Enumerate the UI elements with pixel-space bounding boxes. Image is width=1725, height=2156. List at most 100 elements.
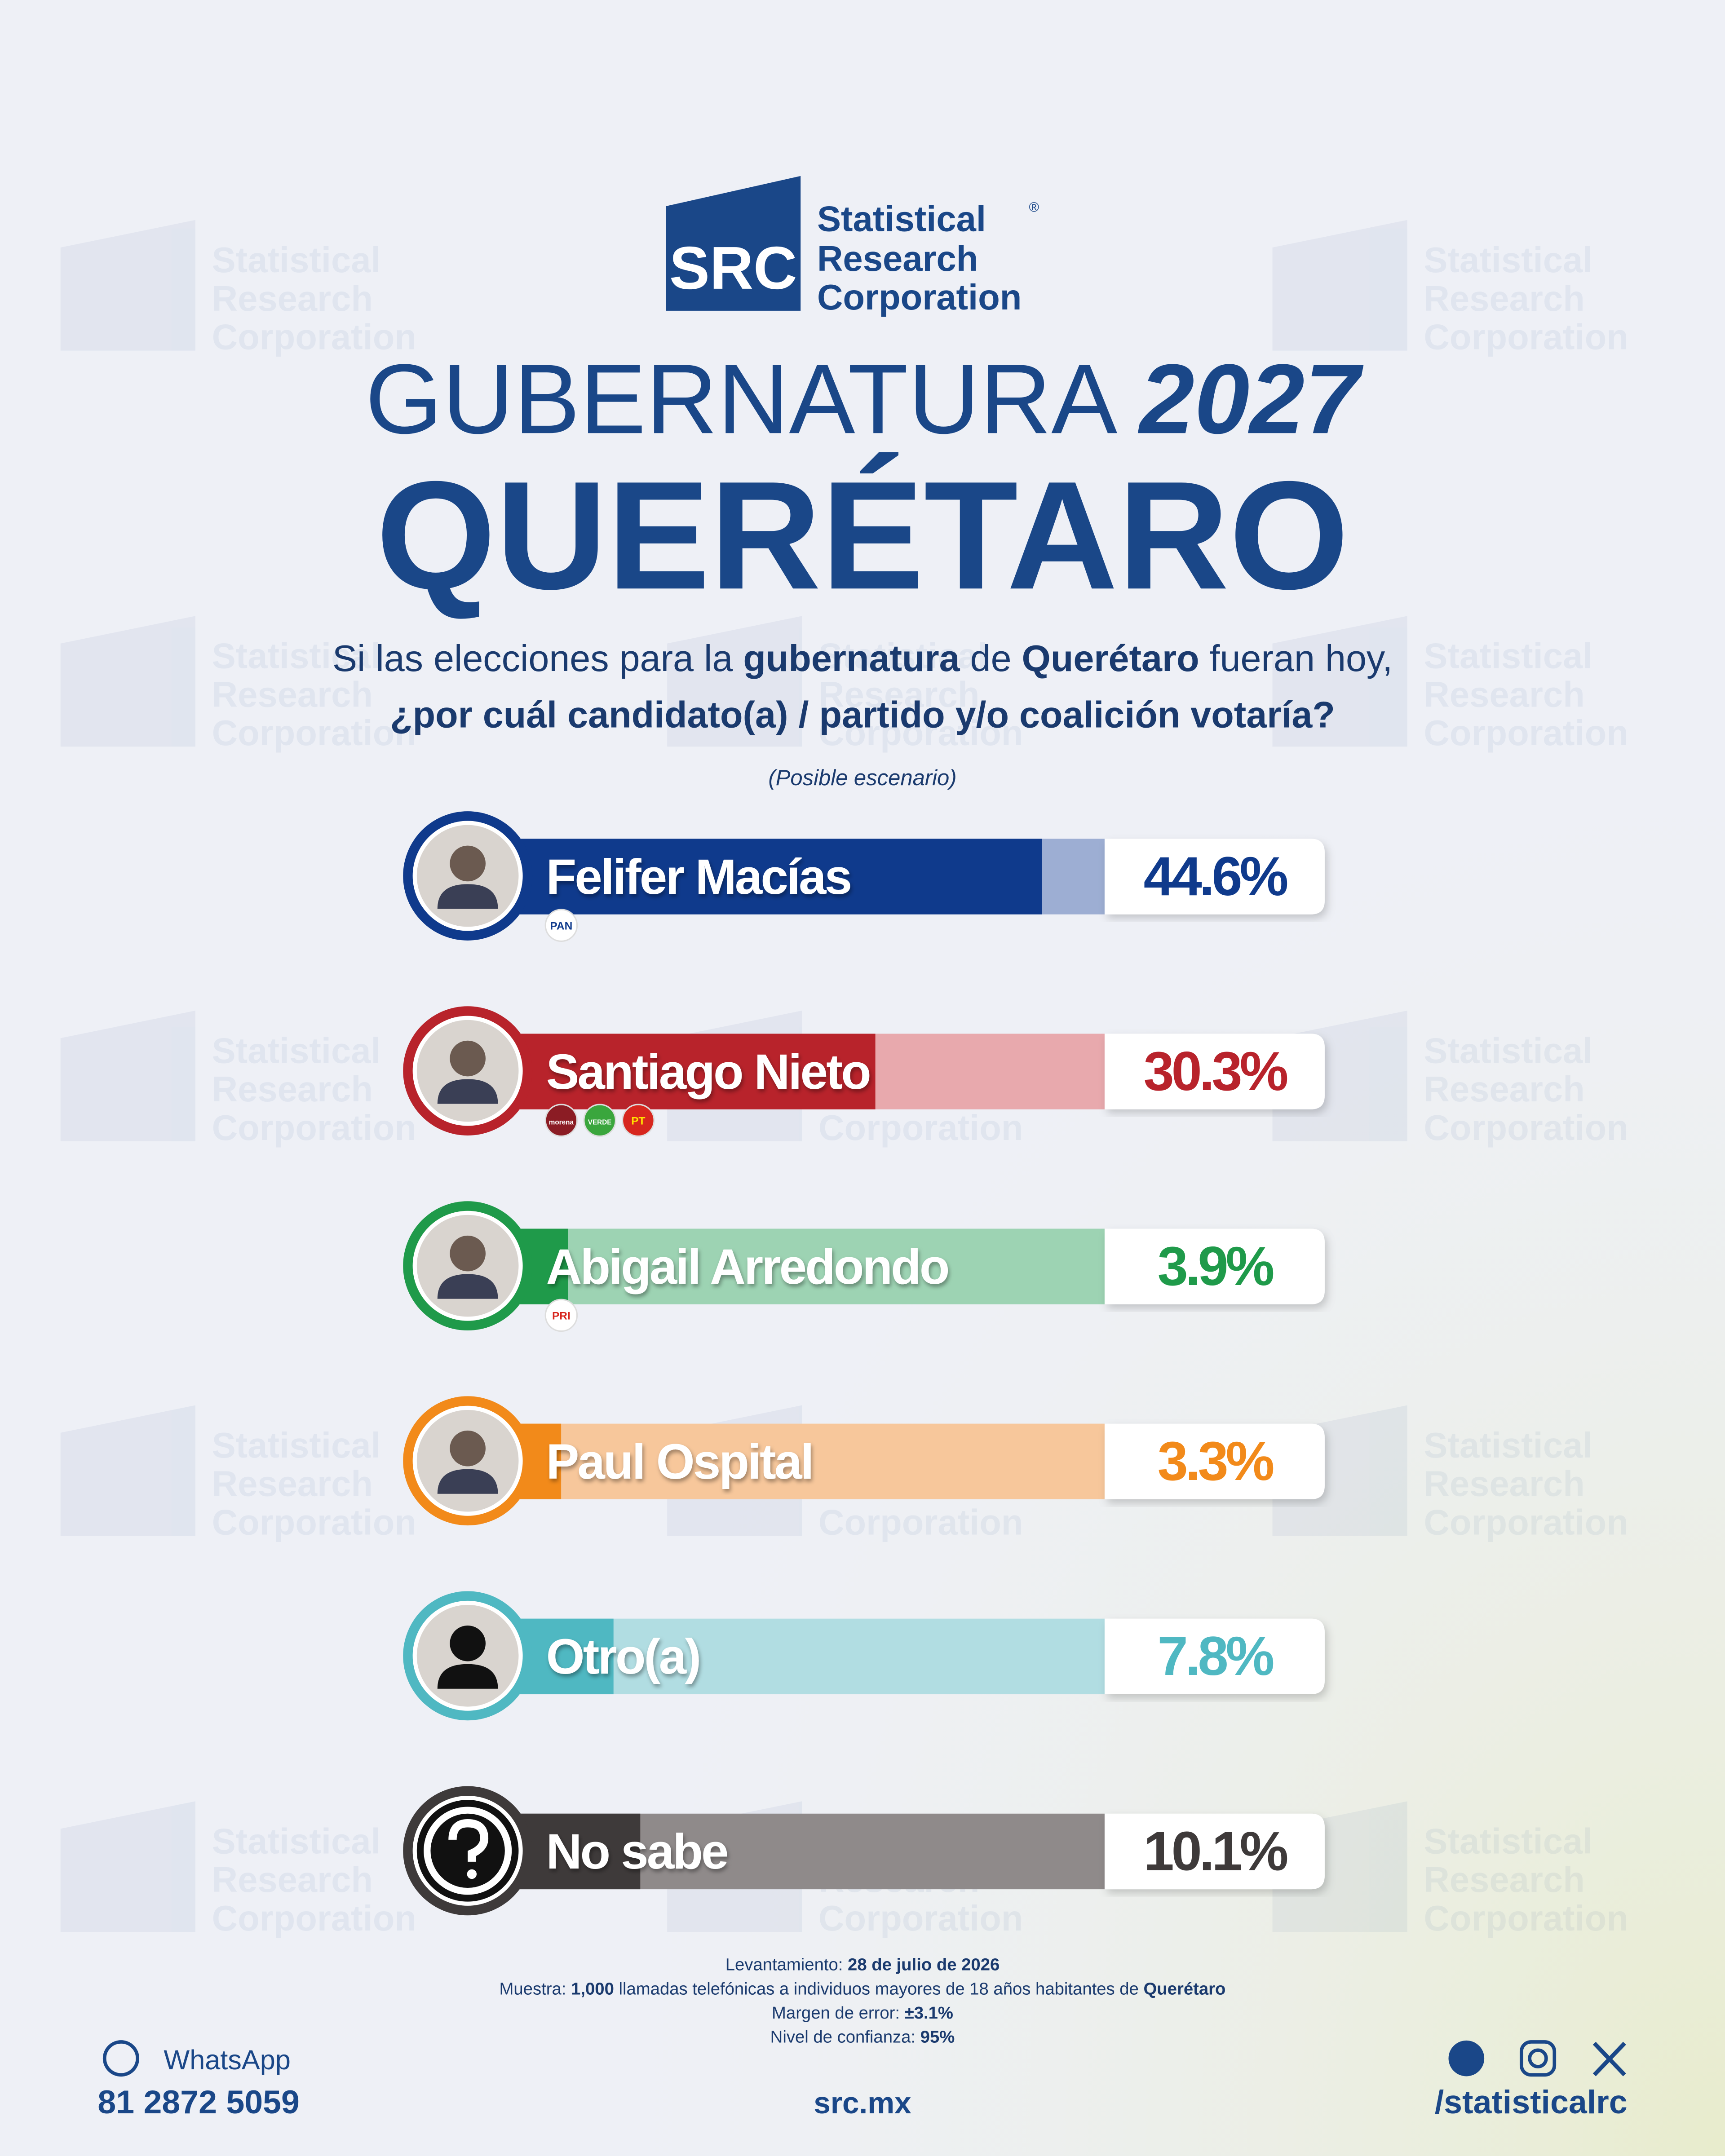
bar-track bbox=[468, 1228, 1105, 1304]
watermark-shape bbox=[60, 1405, 195, 1536]
logo-mark: SRC bbox=[669, 234, 797, 302]
social-handle: /statisticalrc bbox=[1435, 2083, 1628, 2121]
party-badge bbox=[583, 1104, 616, 1137]
text-segment: 28 de julio de 2026 bbox=[848, 1955, 1000, 1975]
text-segment: ¿por cuál candidato(a) / partido y/o coa… bbox=[390, 694, 1335, 735]
phone: 81 2872 5059 bbox=[97, 2083, 300, 2121]
category-label: Otro(a) bbox=[546, 1629, 700, 1684]
watermark-text: Corporation bbox=[1424, 713, 1628, 753]
value-label: 10.1% bbox=[1144, 1820, 1287, 1882]
rich-text: Margen de error: ±3.1% bbox=[772, 2003, 953, 2023]
watermark-text: Statistical bbox=[1424, 240, 1592, 280]
logo-shape bbox=[666, 176, 801, 311]
bars: 44.6% Felifer Macías PAN 30.3% Santiago Niet… bbox=[403, 811, 1325, 1916]
person-icon bbox=[437, 1274, 498, 1299]
text-segment: Margen de error: bbox=[772, 2003, 905, 2023]
person-icon bbox=[450, 1235, 486, 1272]
category-label: Abigail Arredondo bbox=[546, 1239, 948, 1294]
watermark-shape bbox=[1272, 616, 1407, 747]
watermark-text: Corporation bbox=[818, 1898, 1023, 1938]
watermark-text: Corporation bbox=[818, 1502, 1023, 1542]
value-label: 3.3% bbox=[1158, 1430, 1274, 1492]
category-label: Felifer Macías bbox=[546, 849, 851, 905]
text-segment: 1,000 bbox=[571, 1979, 614, 1998]
watermark-text: Statistical bbox=[1424, 636, 1592, 676]
person-icon bbox=[450, 1040, 486, 1077]
watermark-text: Research bbox=[212, 674, 373, 714]
watermark-text: Corporation bbox=[818, 1108, 1023, 1148]
whatsapp-label: WhatsApp bbox=[164, 2045, 290, 2075]
text-segment: Muestra: bbox=[500, 1979, 571, 1998]
watermark-text: Statistical bbox=[1424, 1425, 1592, 1465]
x-icon bbox=[1592, 2041, 1626, 2076]
title-text: GUBERNATURA bbox=[365, 343, 1117, 454]
watermark-text: Research bbox=[1424, 674, 1584, 714]
watermark-shape bbox=[60, 1011, 195, 1141]
party-label: PRI bbox=[552, 1310, 571, 1322]
instagram-icon bbox=[1528, 2048, 1548, 2068]
person-icon bbox=[437, 1079, 498, 1104]
watermark-text: Statistical bbox=[818, 636, 987, 676]
logo: SRC Statistical ® Research Corporation bbox=[666, 176, 1039, 317]
watermark-text: Corporation bbox=[1424, 317, 1628, 357]
bar bbox=[468, 1034, 876, 1109]
person-icon bbox=[450, 1430, 486, 1467]
watermark-shape bbox=[1272, 220, 1407, 351]
watermark-text: Research bbox=[818, 674, 979, 714]
text-segment: Nivel de confianza: bbox=[770, 2027, 920, 2046]
watermark-text: Statistical bbox=[212, 1821, 381, 1861]
watermark-text: Corporation bbox=[212, 1108, 416, 1148]
value-box bbox=[1104, 1813, 1325, 1890]
value-box bbox=[1104, 839, 1325, 915]
value-label: 3.9% bbox=[1158, 1235, 1274, 1297]
watermark-text: Corporation bbox=[1424, 1898, 1628, 1938]
watermark-text: Corporation bbox=[212, 317, 416, 357]
watermark-text: Corporation bbox=[212, 713, 416, 753]
footer: WhatsApp 81 2872 5059 src.mx /statistica… bbox=[97, 2040, 1628, 2121]
watermark-shape bbox=[667, 616, 802, 747]
rich-text: Si las elecciones para la gubernatura de… bbox=[332, 637, 1393, 679]
rich-text: Levantamiento: 28 de julio de 2026 bbox=[725, 1955, 1000, 1975]
watermark-shape bbox=[60, 616, 195, 747]
value-box bbox=[1104, 1228, 1325, 1304]
watermark-text: Corporation bbox=[818, 713, 1023, 753]
watermark-text: Corporation bbox=[1424, 1108, 1628, 1148]
watermark-text: Statistical bbox=[212, 1425, 381, 1465]
text-segment: Si las elecciones para la bbox=[332, 637, 743, 679]
watermark-text: Corporation bbox=[212, 1502, 416, 1542]
subtitle: QUERÉTARO bbox=[376, 449, 1349, 621]
value-box bbox=[1104, 1618, 1325, 1695]
value-label: 44.6% bbox=[1144, 845, 1287, 907]
logo-text: Research bbox=[817, 239, 978, 278]
person-icon bbox=[437, 1469, 498, 1494]
watermark-text: Research bbox=[1424, 1860, 1584, 1900]
category-label: No sabe bbox=[546, 1824, 727, 1879]
instagram-icon bbox=[1519, 2040, 1557, 2077]
text-segment: Querétaro bbox=[1022, 637, 1199, 679]
watermark-text: Corporation bbox=[1424, 1502, 1628, 1542]
bar-track bbox=[468, 1423, 1105, 1499]
watermark-shape bbox=[60, 1801, 195, 1932]
unknown-icon bbox=[467, 1869, 477, 1879]
watermark-text: Research bbox=[212, 1860, 373, 1900]
watermark-text: Research bbox=[1424, 278, 1584, 318]
watermark-text: Statistical bbox=[212, 1030, 381, 1070]
party-label: VERDE bbox=[588, 1118, 612, 1126]
value-label: 30.3% bbox=[1144, 1040, 1287, 1102]
rich-text: ¿por cuál candidato(a) / partido y/o coa… bbox=[390, 694, 1335, 735]
watermark-text: Research bbox=[1424, 1464, 1584, 1504]
watermark-text: Research bbox=[212, 1069, 373, 1109]
text-segment: Querétaro bbox=[1144, 1979, 1226, 1998]
watermark-text: Statistical bbox=[1424, 1030, 1592, 1070]
watermark-text: Research bbox=[212, 278, 373, 318]
watermark-text: Corporation bbox=[212, 1898, 416, 1938]
text-segment: de bbox=[960, 637, 1022, 679]
party-badge bbox=[544, 909, 578, 942]
text-segment: Levantamiento: bbox=[725, 1955, 848, 1975]
text-segment: gubernatura bbox=[743, 637, 960, 679]
category-label: Paul Ospital bbox=[546, 1434, 813, 1489]
whatsapp-icon bbox=[102, 2040, 140, 2077]
party-badge bbox=[544, 1299, 578, 1332]
watermark-text: Statistical bbox=[212, 636, 381, 676]
